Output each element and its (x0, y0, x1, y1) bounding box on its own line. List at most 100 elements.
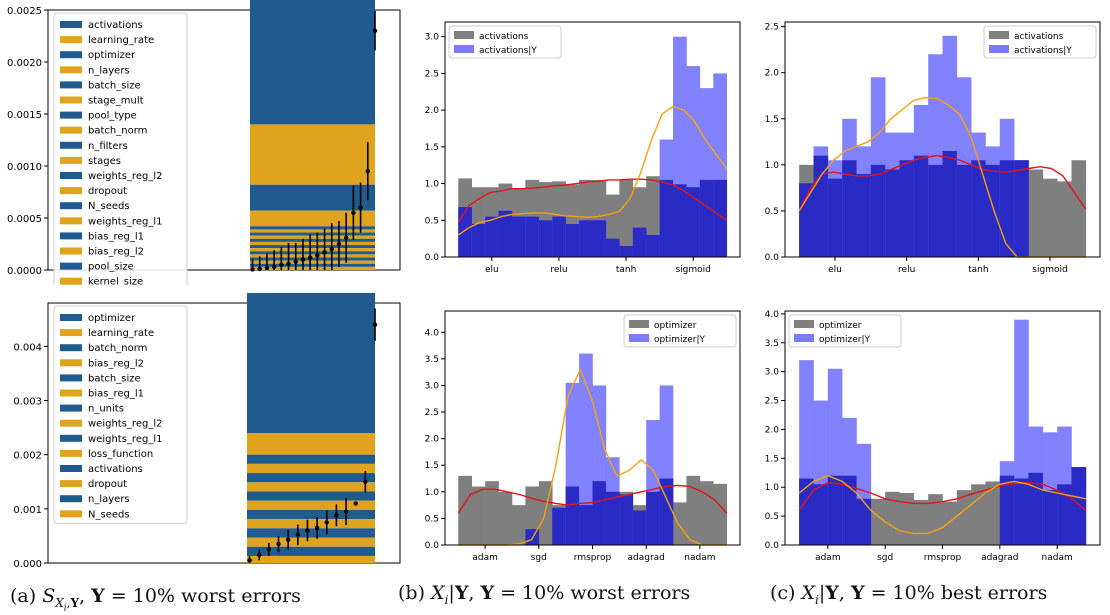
caption-b: (b) Xi|Y, Y = 10% worst errors (398, 582, 690, 607)
caption-c-sub-i: i (815, 592, 819, 607)
caption-b-prefix: (b) (398, 582, 432, 604)
a1-point (336, 241, 342, 247)
a1-legend-label: bias_reg_l1 (88, 231, 144, 242)
c1-bar-overlap (885, 169, 900, 257)
a2-bar-weights_reg_l2 (247, 500, 375, 510)
a1-legend-label: batch_norm (88, 126, 147, 137)
c1-bar-overlap (985, 164, 1001, 257)
a2-legend-label: loss_function (88, 449, 153, 460)
b1-bar-overlap (485, 216, 499, 257)
a1-legend-label: learning_rate (88, 35, 154, 46)
c1-bar-all (1057, 181, 1072, 257)
c2-legend-box (788, 314, 902, 348)
b2-xtick-label: adam (472, 553, 498, 563)
b2-legend-swatch (629, 334, 649, 342)
c2-bar-overlap (827, 475, 843, 545)
caption-a-rest: = 10% worst errors (104, 585, 301, 607)
c2-xtick-label: sgd (877, 553, 893, 563)
c2-bar-overlap (1057, 484, 1072, 545)
a1-legend-swatch (60, 126, 82, 134)
a2-point (314, 525, 320, 530)
a1-bar-batch_norm (250, 235, 375, 239)
caption-a-sep: , (79, 585, 92, 607)
b1-bar-overlap (686, 187, 701, 257)
chart-b2-svg: 0.0 0.5 1.0 1.5 2.0 2.5 3.0 3.5 4.0 adam sgd rmspro… (425, 310, 741, 563)
c1-ytick-label: 2.5 (765, 23, 779, 33)
b2-bar-all (699, 481, 714, 545)
c2-legend-swatch (794, 334, 814, 342)
a1-legend-swatch (60, 187, 82, 195)
a1-bar-activations (250, 0, 375, 125)
b2-ytick-label: 4.0 (425, 328, 440, 338)
b2-legend-swatch (629, 320, 649, 328)
b2-bar-all (511, 505, 526, 545)
b1-bar-overlap (538, 220, 553, 257)
b1-ytick-label: 1.5 (425, 143, 439, 153)
b1-legend-swatch (454, 31, 474, 39)
c1-ytick-label: 0.0 (765, 253, 780, 263)
b1-bar-overlap (673, 184, 687, 257)
c1-bar-all (1028, 169, 1044, 257)
chart-b1: 0.0 0.5 1.0 1.5 2.0 2.5 3.0 elu relu tanh sigmoid a… (410, 0, 750, 285)
b1-xtick-label: elu (485, 265, 499, 275)
a2-bar-learning_rate (247, 433, 375, 455)
c2-xtick-label: adam (815, 553, 841, 563)
b1-bar-overlap (713, 179, 728, 257)
a2-legend-swatch (60, 419, 82, 427)
a2-legend-label: n_units (88, 404, 124, 415)
caption-a-sub-comma: , (66, 595, 71, 610)
b2-bar-all (498, 491, 513, 545)
chart-c1-svg: 0.0 0.5 1.0 1.5 2.0 2.5 elu relu tanh sigmoid acti… (765, 21, 1101, 275)
caption-b-x: X (431, 582, 445, 604)
a2-legend-swatch (60, 480, 82, 488)
b2-bar-all (673, 502, 687, 545)
c2-bar-overlap (842, 475, 857, 545)
b1-legend-label: activations|Y (479, 46, 537, 56)
chart-c1: 0.0 0.5 1.0 1.5 2.0 2.5 elu relu tanh sigmoid acti… (750, 0, 1110, 285)
b1-xtick-label: sigmoid (675, 265, 710, 275)
a1-legend-swatch (60, 247, 82, 255)
a1-bar-batch_size (250, 226, 375, 230)
a2-point (285, 537, 291, 542)
a2-legend-swatch (60, 314, 82, 321)
c1-ytick-label: 1.5 (765, 115, 779, 125)
c1-bar-overlap (999, 160, 1015, 257)
c2-legend-label: optimizer (819, 321, 862, 331)
a1-legend-label: batch_size (88, 80, 141, 91)
b1-ytick-label: 0.5 (425, 216, 439, 226)
c2-bar-all (885, 491, 900, 545)
a2-bar-activations (247, 528, 375, 538)
a1-legend-label: bias_reg_l2 (88, 247, 144, 258)
c1-xtick-label: sigmoid (1032, 265, 1067, 275)
a2-point (363, 479, 368, 484)
a1-legend-label: optimizer (88, 50, 136, 61)
c2-ytick-label: 2.5 (765, 397, 779, 407)
c1-legend-label: activations (1014, 32, 1064, 42)
a1-point (279, 262, 284, 267)
caption-c-x: X (801, 582, 816, 604)
a2-legend-swatch (60, 510, 82, 518)
chart-a2: 0.000 0.001 0.002 0.003 0.004 optimizer learni… (0, 274, 410, 578)
c2-ytick-label: 1.0 (765, 483, 780, 493)
chart-a1: 0.0000 0.0005 0.0010 0.0015 0.0020 0.0025 acti… (0, 0, 410, 292)
b1-frame (444, 21, 741, 258)
b2-bar-overlap (592, 481, 607, 545)
a2-legend-swatch (60, 374, 82, 382)
a2-legend-label: learning_rate (88, 328, 154, 339)
a2-point (266, 547, 272, 552)
b2-bar-all (458, 475, 472, 545)
b1-bar-overlap (699, 179, 714, 257)
b2-xtick-label: nadam (684, 553, 715, 563)
a1-legend-swatch (60, 277, 82, 285)
b2-bar-overlap (659, 478, 674, 545)
b1-bar-overlap (592, 220, 607, 257)
a2-legend-swatch (60, 434, 82, 442)
a2-point (353, 501, 358, 506)
c2-ytick-label: 4.0 (765, 310, 780, 320)
a2-ytick-label: 0.004 (13, 342, 42, 353)
a1-legend-label: weights_reg_l1 (88, 216, 162, 227)
caption-a-sub-y: Y (70, 595, 80, 610)
b2-bar-overlap (565, 486, 580, 545)
a2-bar-weights_reg_l1 (247, 509, 375, 520)
a1-point (358, 205, 363, 210)
